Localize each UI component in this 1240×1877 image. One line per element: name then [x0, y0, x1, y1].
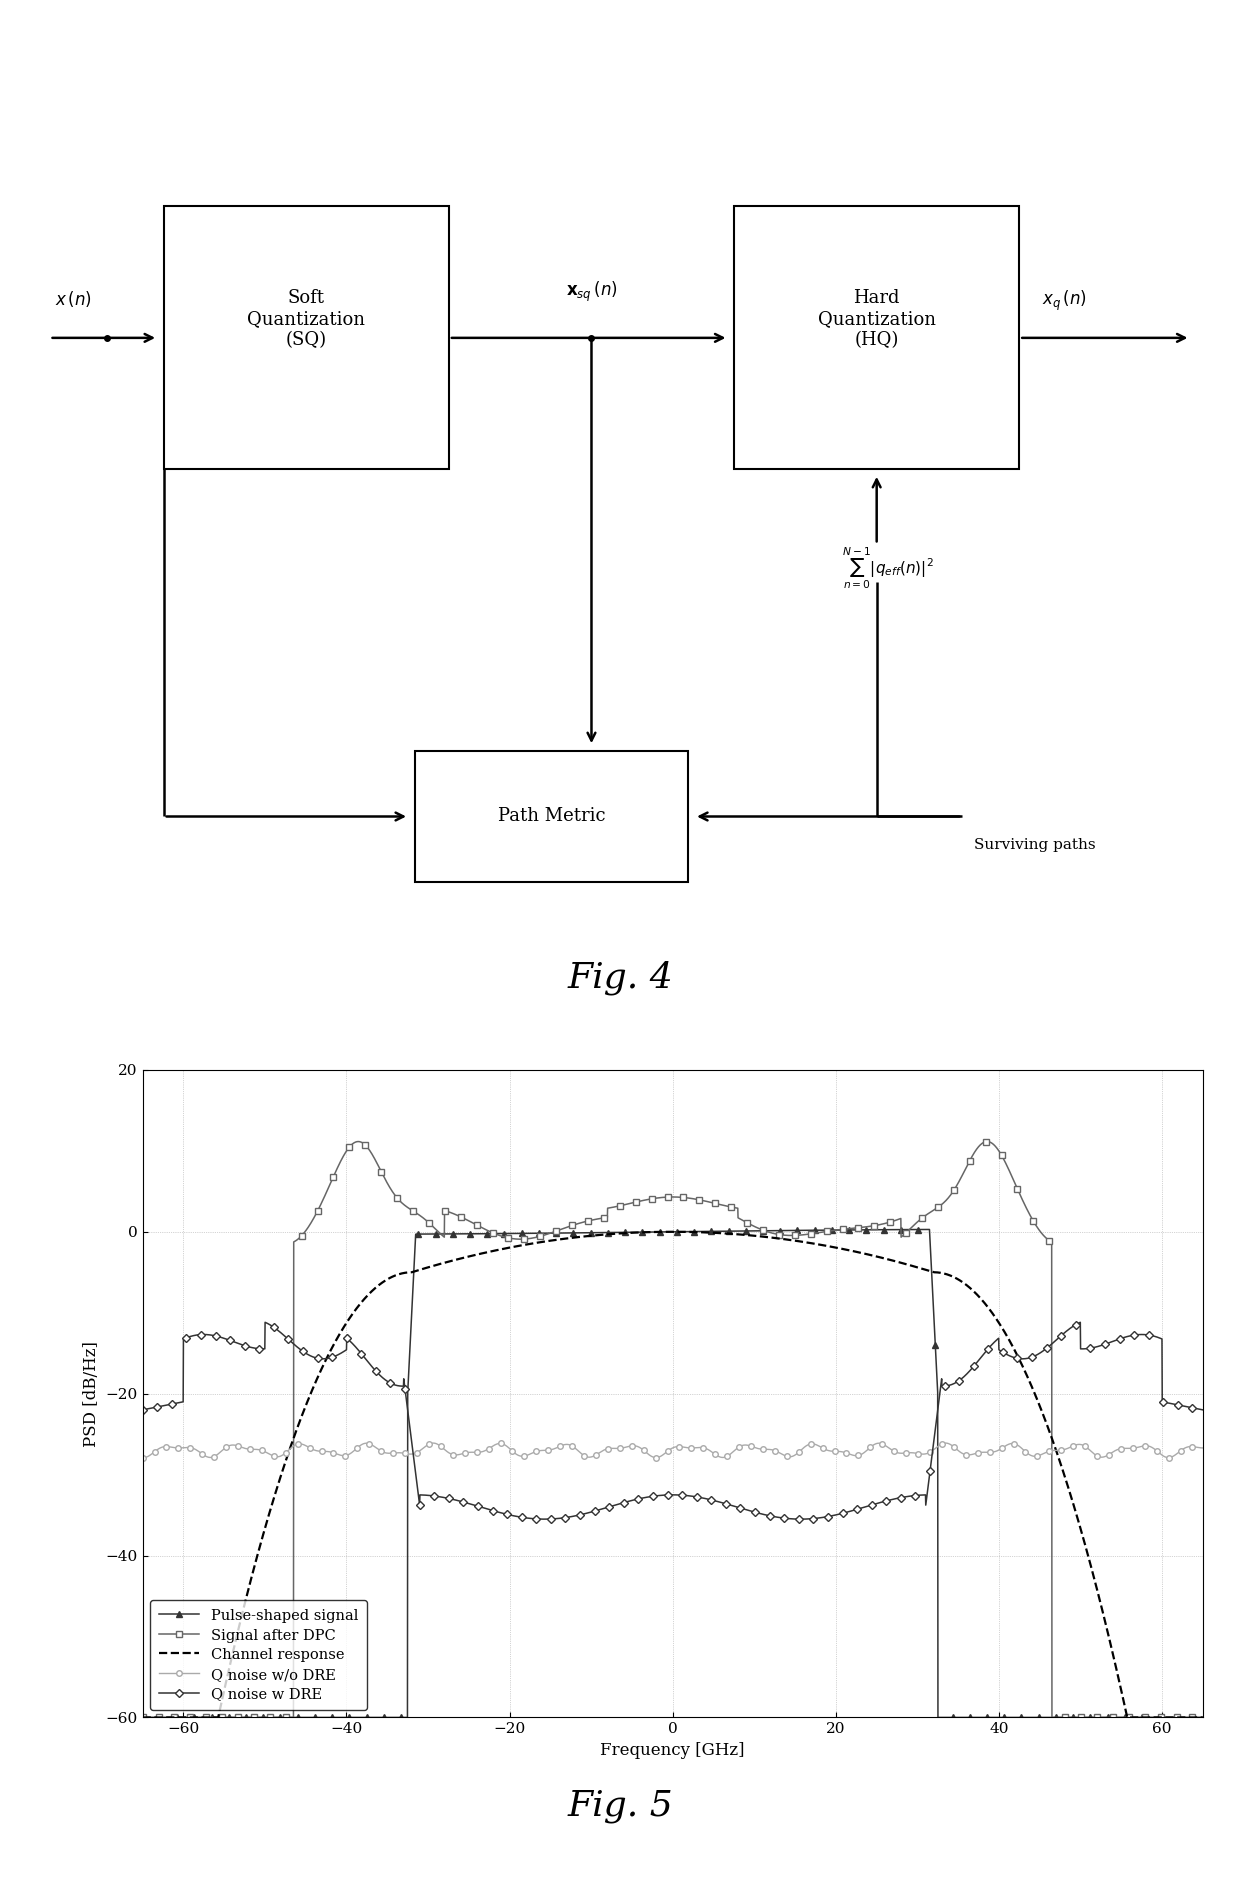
Signal after DPC	[905, 1214, 920, 1237]
Q noise w/o DRE	[1195, 1436, 1210, 1458]
Bar	[414, 751, 688, 882]
Q noise w DRE	[537, 1507, 552, 1530]
Text: Soft
Quantization
(SQ): Soft Quantization (SQ)	[247, 289, 366, 349]
Channel response	[665, 1220, 680, 1243]
Q noise w/o DRE	[1163, 1445, 1178, 1468]
Channel response	[589, 1224, 604, 1246]
Signal after DPC	[1195, 1706, 1210, 1729]
Pulse-shaped signal	[639, 1220, 653, 1243]
Text: $x_q\,(n)$: $x_q\,(n)$	[1042, 289, 1087, 313]
Channel response	[1110, 1663, 1125, 1686]
Line: Pulse-shaped signal: Pulse-shaped signal	[139, 1226, 1207, 1721]
Signal after DPC	[1110, 1706, 1125, 1729]
Text: Surviving paths: Surviving paths	[973, 839, 1095, 852]
Q noise w DRE	[1073, 1310, 1087, 1333]
Channel response	[580, 1226, 595, 1248]
Text: $\mathbf{x}_{sq}\,(n)$: $\mathbf{x}_{sq}\,(n)$	[565, 280, 618, 304]
Line: Signal after DPC: Signal after DPC	[139, 1137, 1207, 1721]
X-axis label: Frequency [GHz]: Frequency [GHz]	[600, 1742, 745, 1759]
Channel response	[639, 1220, 653, 1243]
Pulse-shaped signal	[1110, 1706, 1125, 1729]
Signal after DPC	[1163, 1706, 1178, 1729]
Channel response	[905, 1256, 920, 1278]
Q noise w DRE	[1195, 1398, 1210, 1421]
Pulse-shaped signal	[589, 1222, 604, 1244]
Q noise w/o DRE	[906, 1442, 921, 1464]
Text: $\sum_{n=0}^{N-1}|q_{eff}(n)|^2$: $\sum_{n=0}^{N-1}|q_{eff}(n)|^2$	[842, 544, 934, 591]
Q noise w DRE	[580, 1502, 595, 1524]
Line: Q noise w/o DRE: Q noise w/o DRE	[140, 1440, 1205, 1460]
Text: $x\,(n)$: $x\,(n)$	[56, 289, 93, 310]
Signal after DPC	[589, 1209, 604, 1231]
Y-axis label: PSD [dB/Hz]: PSD [dB/Hz]	[83, 1340, 100, 1447]
Q noise w DRE	[639, 1487, 653, 1509]
Text: Fig. 5: Fig. 5	[567, 1789, 673, 1823]
Line: Channel response: Channel response	[143, 1231, 1203, 1717]
Channel response	[1163, 1706, 1178, 1729]
Q noise w/o DRE	[135, 1447, 150, 1470]
Text: Fig. 4: Fig. 4	[567, 961, 673, 995]
Pulse-shaped signal	[905, 1218, 920, 1241]
Q noise w DRE	[589, 1500, 604, 1522]
Pulse-shaped signal	[1163, 1706, 1178, 1729]
Bar	[734, 206, 1019, 469]
Pulse-shaped signal	[135, 1706, 150, 1729]
Channel response	[1195, 1706, 1210, 1729]
Text: Hard
Quantization
(HQ): Hard Quantization (HQ)	[817, 289, 936, 349]
Pulse-shaped signal	[580, 1222, 595, 1244]
Q noise w/o DRE	[1111, 1438, 1126, 1460]
Signal after DPC	[639, 1188, 653, 1211]
Q noise w/o DRE	[136, 1447, 151, 1470]
Q noise w DRE	[135, 1398, 150, 1421]
Signal after DPC	[980, 1130, 994, 1152]
Pulse-shaped signal	[923, 1218, 937, 1241]
Bar	[164, 206, 449, 469]
Line: Q noise w DRE: Q noise w DRE	[140, 1320, 1205, 1522]
Q noise w/o DRE	[582, 1445, 596, 1468]
Signal after DPC	[580, 1209, 595, 1231]
Q noise w DRE	[905, 1485, 920, 1507]
Legend: Pulse-shaped signal, Signal after DPC, Channel response, Q noise w/o DRE, Q nois: Pulse-shaped signal, Signal after DPC, C…	[150, 1599, 367, 1710]
Pulse-shaped signal	[1195, 1706, 1210, 1729]
Q noise w DRE	[1111, 1329, 1126, 1351]
Signal after DPC	[135, 1706, 150, 1729]
Q noise w/o DRE	[640, 1442, 655, 1464]
Text: Path Metric: Path Metric	[497, 807, 605, 826]
Q noise w/o DRE	[425, 1432, 440, 1455]
Q noise w/o DRE	[589, 1443, 604, 1466]
Q noise w DRE	[1163, 1393, 1178, 1415]
Channel response	[135, 1706, 150, 1729]
